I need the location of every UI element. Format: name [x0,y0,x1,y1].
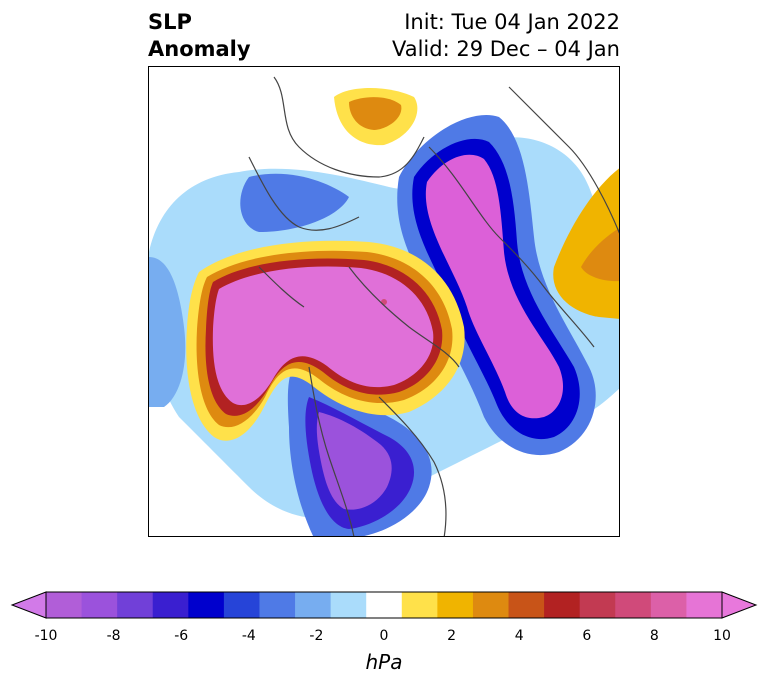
neg-anomaly-na-core [316,412,392,510]
colorbar-tick-label: -6 [174,628,189,644]
coastlines [248,76,619,536]
colorbar-segment [544,592,581,618]
colorbar-segment [366,592,403,618]
colorbar-tick-label: 6 [582,628,592,644]
colorbar-segment [152,592,189,618]
ring-weak-negative-2 [149,257,186,407]
neg-anomaly-outer [240,173,349,232]
colorbar-segment [401,592,438,618]
colorbar-segment [472,592,510,618]
colorbar-segment [295,592,332,618]
title-variable: SLP [148,10,192,34]
colorbar-tick-label: 0 [379,628,389,644]
colorbar-segment [615,592,652,618]
colorbar-segment [330,592,367,618]
colorbar-unit-label: hPa [365,650,403,674]
colorbar-under-arrow [10,591,47,619]
colorbar-over-arrow [721,591,758,619]
colorbar-segment [81,592,118,618]
colorbar-segment [579,592,616,618]
colorbar-segment [259,592,296,618]
colorbar-segment [508,592,545,618]
colorbar-segment [650,592,687,618]
colorbar-tick-label: 2 [447,628,457,644]
colorbar-segment [686,592,723,618]
anomaly-map [149,76,619,536]
colorbar-segment [223,592,260,618]
colorbar-tick-label: 8 [649,628,659,644]
colorbar-segment [437,592,474,618]
pos-anomaly-arctic-core [212,266,434,406]
map-title-right: Init: Tue 04 Jan 2022 Valid: 29 Dec – 04… [392,9,620,63]
colorbar-tick-label: -2 [309,628,324,644]
pos-anomaly-europe-inner [349,97,402,130]
neg-anomaly-pacific-core [425,154,564,419]
colorbar-tick-label: -8 [106,628,121,644]
colorbar-segment [188,592,225,618]
colorbar [10,591,758,619]
colorbar-segment [117,592,154,618]
pos-anomaly-asia [553,168,619,319]
colorbar-tick-label: 4 [514,628,524,644]
colorbar-segment [46,592,83,618]
init-date: Init: Tue 04 Jan 2022 [404,10,620,34]
colorbar-tick-label: -4 [241,628,256,644]
colorbar-segments [46,592,723,618]
colorbar-tick-label: -10 [34,628,58,644]
pos-anomaly-asia-inner [581,228,619,282]
colorbar-tick-label: 10 [713,628,731,644]
valid-range: Valid: 29 Dec – 04 Jan [391,37,620,61]
title-type: Anomaly [148,37,251,61]
colorbar-outline [45,591,723,619]
map-panel [148,66,620,537]
map-title-left: SLP Anomaly [148,9,251,63]
